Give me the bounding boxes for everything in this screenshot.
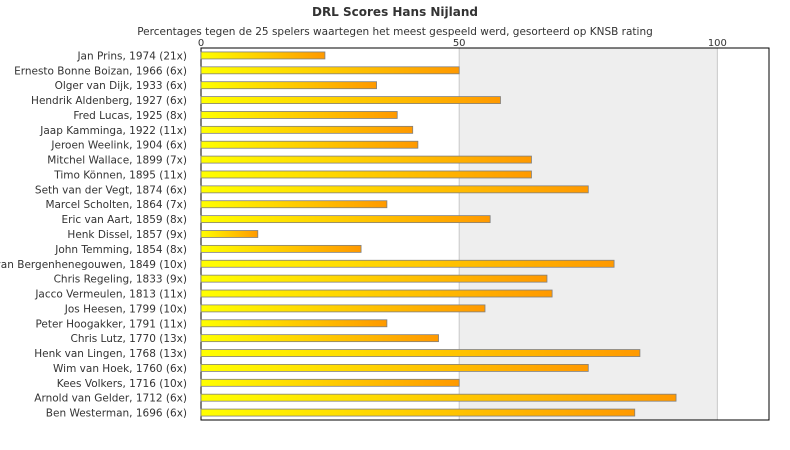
bar — [200, 81, 377, 90]
bar — [200, 334, 439, 343]
category-label: Chris Regeling, 1833 (9x) — [54, 274, 187, 286]
chart-subtitle: Percentages tegen de 25 spelers waartege… — [137, 26, 653, 38]
category-label: Timo Können, 1895 (11x) — [53, 169, 187, 181]
bar — [200, 319, 388, 328]
x-tick-label: 100 — [708, 38, 727, 49]
category-label: Chris Lutz, 1770 (13x) — [71, 333, 187, 345]
category-label: Henk Dissel, 1857 (9x) — [67, 229, 187, 241]
bar — [200, 140, 419, 149]
bar — [200, 215, 491, 224]
x-tick-label: 50 — [453, 38, 466, 49]
category-label: Jos Heesen, 1799 (10x) — [64, 303, 187, 315]
category-label: Henk van Lingen, 1768 (13x) — [34, 348, 187, 360]
category-label: Marcel Scholten, 1864 (7x) — [45, 199, 187, 211]
category-label: Wim van Hoek, 1760 (6x) — [53, 363, 187, 375]
category-label: Fred Lucas, 1925 (8x) — [73, 110, 187, 122]
category-label: Jan Prins, 1974 (21x) — [76, 50, 187, 62]
bar — [200, 230, 259, 238]
category-label: Ernesto Bonne Boizan, 1966 (6x) — [14, 65, 187, 77]
bar — [200, 274, 548, 283]
bar — [200, 51, 326, 60]
category-label: Mitchel Wallace, 1899 (7x) — [47, 155, 187, 167]
bar — [200, 378, 460, 387]
category-label: Peter Hoogakker, 1791 (11x) — [35, 318, 187, 330]
category-label: Olger van Dijk, 1933 (6x) — [55, 80, 187, 92]
bar — [200, 393, 677, 402]
category-label: Jeroen Weelink, 1904 (6x) — [50, 140, 187, 152]
bar — [200, 185, 589, 194]
category-label: Seth van der Vegt, 1874 (6x) — [35, 184, 187, 196]
bar — [200, 111, 398, 119]
category-label: Dennis van Bergenhenegouwen, 1849 (10x) — [0, 259, 187, 271]
category-label: Hendrik Aldenberg, 1927 (6x) — [31, 95, 187, 107]
category-label: John Temming, 1854 (8x) — [54, 244, 187, 256]
bar — [200, 66, 460, 75]
x-tick-label: 0 — [198, 38, 204, 49]
bar — [200, 96, 501, 104]
category-label: Eric van Aart, 1859 (8x) — [62, 214, 188, 226]
chart-title: DRL Scores Hans Nijland — [312, 5, 478, 19]
category-label: Kees Volkers, 1716 (10x) — [57, 378, 187, 390]
bar — [200, 259, 615, 268]
plot-area: 0 50 100 Jan Prins, 1974 (21x) Ernesto Bonne… — [0, 38, 770, 421]
bar — [200, 200, 388, 209]
category-label: Arnold van Gelder, 1712 (6x) — [34, 393, 187, 405]
bar — [200, 304, 486, 313]
bar — [200, 289, 553, 298]
bar — [200, 364, 589, 372]
bar — [200, 349, 641, 357]
category-label: Jacco Vermeulen, 1813 (11x) — [34, 289, 187, 301]
bar — [200, 408, 636, 417]
bar — [200, 155, 532, 164]
category-label: Jaap Kamminga, 1922 (11x) — [39, 125, 187, 137]
bar — [200, 244, 362, 253]
bar — [200, 125, 414, 134]
grid-band — [459, 48, 718, 420]
bar — [200, 170, 532, 179]
category-label: Ben Westerman, 1696 (6x) — [46, 408, 187, 420]
